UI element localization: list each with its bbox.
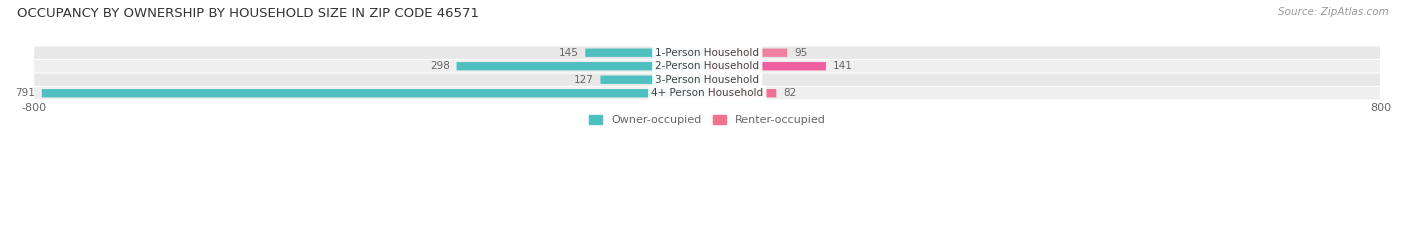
FancyBboxPatch shape (707, 89, 776, 97)
Text: 1-Person Household: 1-Person Household (655, 48, 759, 58)
Legend: Owner-occupied, Renter-occupied: Owner-occupied, Renter-occupied (585, 110, 830, 130)
Text: 791: 791 (15, 88, 35, 98)
FancyBboxPatch shape (585, 48, 707, 57)
Text: 95: 95 (794, 48, 807, 58)
Text: 2-Person Household: 2-Person Household (655, 61, 759, 71)
FancyBboxPatch shape (707, 75, 716, 84)
FancyBboxPatch shape (42, 89, 707, 97)
Text: 298: 298 (430, 61, 450, 71)
FancyBboxPatch shape (34, 74, 1381, 86)
Text: 127: 127 (574, 75, 593, 85)
FancyBboxPatch shape (600, 75, 707, 84)
Text: Source: ZipAtlas.com: Source: ZipAtlas.com (1278, 7, 1389, 17)
FancyBboxPatch shape (707, 48, 787, 57)
FancyBboxPatch shape (457, 62, 707, 70)
Text: OCCUPANCY BY OWNERSHIP BY HOUSEHOLD SIZE IN ZIP CODE 46571: OCCUPANCY BY OWNERSHIP BY HOUSEHOLD SIZE… (17, 7, 479, 20)
FancyBboxPatch shape (34, 60, 1381, 72)
Text: 3-Person Household: 3-Person Household (655, 75, 759, 85)
Text: 82: 82 (783, 88, 796, 98)
FancyBboxPatch shape (707, 62, 825, 70)
Text: 141: 141 (832, 61, 852, 71)
Text: 10: 10 (723, 75, 735, 85)
Text: 4+ Person Household: 4+ Person Household (651, 88, 763, 98)
FancyBboxPatch shape (34, 87, 1381, 99)
Text: 145: 145 (558, 48, 579, 58)
FancyBboxPatch shape (34, 47, 1381, 59)
